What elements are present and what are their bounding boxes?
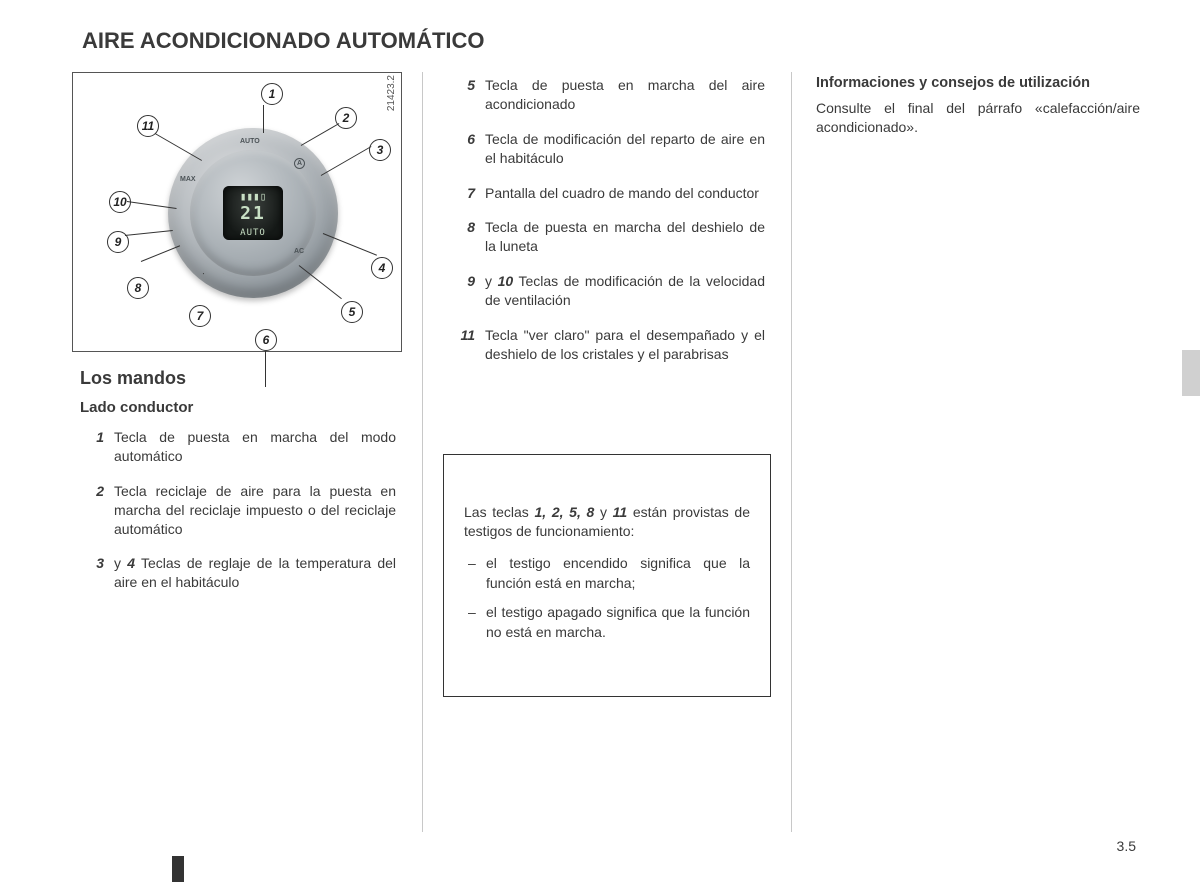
lcd-temperature: 21 <box>223 203 283 225</box>
ac-control-dial: ▮▮▮▯ 21 AUTO AUTO A MAX AC <box>168 128 338 298</box>
callout-5: 5 <box>341 301 363 323</box>
definition-text: Tecla de modificación del reparto de air… <box>485 130 765 168</box>
lcd-bar: ▮▮▮▯ <box>240 190 267 203</box>
callout-3: 3 <box>369 139 391 161</box>
callout-line <box>263 105 264 133</box>
info-heading: Informaciones y consejos de utilización <box>816 74 1140 93</box>
callout-7: 7 <box>189 305 211 327</box>
dial-ac-label: AC <box>294 248 304 255</box>
callout-line <box>301 123 340 146</box>
definition-list-2: 5Tecla de puesta en marcha del aire acon… <box>443 76 771 364</box>
page-number: 3.5 <box>1117 838 1136 854</box>
figure-reference: 21423.2 <box>386 75 397 111</box>
callout-2: 2 <box>335 107 357 129</box>
callout-6: 6 <box>255 329 277 351</box>
note-text: y <box>594 504 612 520</box>
definition-list-1: 1Tecla de puesta en marcha del modo auto… <box>72 428 402 592</box>
callout-line <box>155 133 202 161</box>
callout-1: 1 <box>261 83 283 105</box>
definition-number: 2 <box>80 482 114 539</box>
definition-number: 7 <box>451 184 485 203</box>
definition-item: 3y 4 Teclas de reglaje de la temperatura… <box>80 554 396 592</box>
definition-text: y 4 Teclas de reglaje de la temperatura … <box>114 554 396 592</box>
definition-item: 1Tecla de puesta en marcha del modo auto… <box>80 428 396 466</box>
column-separator-2 <box>791 72 792 832</box>
callout-line <box>125 230 173 236</box>
column-3: Informaciones y consejos de utilización … <box>812 72 1140 832</box>
control-dial-figure: 21423.2 ▮▮▮▯ 21 AUTO AUTO A MAX AC 1 23 45… <box>72 72 402 352</box>
bullet-text: el testigo encendido significa que la fu… <box>486 554 750 593</box>
lcd-mode: AUTO <box>240 228 266 238</box>
footer-mark <box>172 856 184 882</box>
definition-item: 9y 10 Teclas de modificación de la veloc… <box>451 272 765 310</box>
driver-side-subheading: Lado conductor <box>80 399 402 416</box>
note-bullet: el testigo apagado significa que la func… <box>468 603 750 642</box>
note-bullet: el testigo encendido significa que la fu… <box>468 554 750 593</box>
definition-text: Tecla de puesta en marcha del modo autom… <box>114 428 396 466</box>
definition-item: 5Tecla de puesta en marcha del aire acon… <box>451 76 765 114</box>
definition-number: 6 <box>451 130 485 168</box>
definition-text: Tecla reciclaje de aire para la puesta e… <box>114 482 396 539</box>
column-1: 21423.2 ▮▮▮▯ 21 AUTO AUTO A MAX AC 12345… <box>72 72 402 832</box>
note-bullets: el testigo encendido significa que la fu… <box>464 554 750 642</box>
callout-4: 4 <box>371 257 393 279</box>
definition-text: Tecla "ver claro" para el desempañado y … <box>485 326 765 364</box>
info-text: Consulte el final del párrafo «calefacci… <box>816 99 1140 137</box>
definition-item: 8Tecla de puesta en marcha del deshielo … <box>451 218 765 256</box>
note-intro: Las teclas 1, 2, 5, 8 y 11 están provist… <box>464 503 750 542</box>
dial-a-label: A <box>294 158 305 169</box>
dial-max-label: MAX <box>180 176 196 183</box>
callout-line <box>321 146 372 176</box>
definition-item: 6Tecla de modificación del reparto de ai… <box>451 130 765 168</box>
content-columns: 21423.2 ▮▮▮▯ 21 AUTO AUTO A MAX AC 12345… <box>72 72 1140 832</box>
note-text: Las teclas <box>464 504 534 520</box>
definition-number: 3 <box>80 554 114 592</box>
dial-auto-label: AUTO <box>240 138 260 145</box>
bullet-text: el testigo apagado significa que la func… <box>486 603 750 642</box>
definition-number: 9 <box>451 272 485 310</box>
dial-lcd: ▮▮▮▯ 21 AUTO <box>223 186 283 240</box>
callout-8: 8 <box>127 277 149 299</box>
callout-line <box>299 265 342 299</box>
definition-item: 11Tecla "ver claro" para el desempañado … <box>451 326 765 364</box>
definition-number: 5 <box>451 76 485 114</box>
column-2: 5Tecla de puesta en marcha del aire acon… <box>443 72 771 832</box>
controls-heading: Los mandos <box>80 368 402 389</box>
definition-number: 1 <box>80 428 114 466</box>
definition-text: Pantalla del cuadro de mando del conduct… <box>485 184 765 203</box>
definition-item: 2Tecla reciclaje de aire para la puesta … <box>80 482 396 539</box>
column-separator-1 <box>422 72 423 832</box>
definition-text: Tecla de puesta en marcha del aire acond… <box>485 76 765 114</box>
definition-number: 11 <box>451 326 485 364</box>
callout-line <box>141 245 180 262</box>
note-num-last: 11 <box>613 504 628 520</box>
page-title: AIRE ACONDICIONADO AUTOMÁTICO <box>82 28 485 54</box>
callout-line <box>265 351 266 387</box>
note-nums: 1, 2, 5, 8 <box>534 504 594 520</box>
definition-number: 8 <box>451 218 485 256</box>
indicator-note-box: Las teclas 1, 2, 5, 8 y 11 están provist… <box>443 454 771 698</box>
definition-text: Tecla de puesta en marcha del deshielo d… <box>485 218 765 256</box>
definition-item: 7Pantalla del cuadro de mando del conduc… <box>451 184 765 203</box>
definition-text: y 10 Teclas de modificación de la veloci… <box>485 272 765 310</box>
side-tab <box>1182 350 1200 396</box>
